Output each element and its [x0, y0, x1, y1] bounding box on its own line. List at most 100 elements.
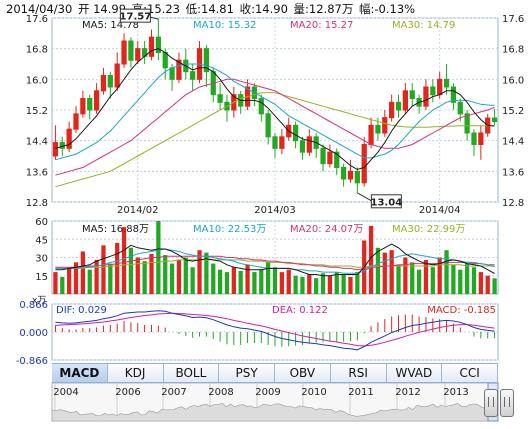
volume-bar — [272, 267, 278, 294]
tab-macd[interactable]: MACD — [52, 364, 108, 382]
tab-boll[interactable]: BOLL — [164, 364, 220, 382]
tab-rsi[interactable]: RSI — [331, 364, 387, 382]
candle-body — [203, 48, 210, 73]
candle-body — [299, 140, 306, 153]
tab-psy[interactable]: PSY — [219, 364, 275, 382]
price-tick-left: 16.8 — [26, 45, 48, 56]
volume-bar — [87, 269, 92, 294]
candle-body — [135, 48, 141, 61]
max-pointer — [150, 16, 159, 20]
candle-body — [100, 75, 107, 92]
volume-bar — [121, 227, 127, 294]
price-tick-right: 13.6 — [502, 167, 524, 178]
tab-wvad[interactable]: WVAD — [387, 364, 443, 382]
min-pointer — [357, 192, 372, 202]
volume-bar — [115, 242, 120, 294]
ma30-line — [55, 92, 495, 188]
max-label: 17.57 — [120, 12, 152, 23]
range-handle-right[interactable] — [500, 389, 514, 417]
volume-bar — [389, 250, 394, 294]
volume-bar — [300, 276, 305, 294]
price-tick-right: 12.8 — [502, 198, 524, 209]
candle-body — [279, 136, 285, 149]
ma20-line — [55, 78, 495, 176]
volume-bar — [149, 253, 154, 294]
candle-body — [471, 132, 477, 145]
candle-body — [340, 167, 347, 180]
timeline-year: 2011 — [348, 387, 373, 398]
volume-bar — [458, 269, 463, 294]
volume-bar — [101, 245, 106, 294]
volume-bar — [327, 275, 333, 294]
max-label-box — [119, 8, 151, 23]
volume-bar — [314, 278, 319, 294]
dif-line — [55, 310, 495, 351]
volume-bar — [94, 259, 99, 294]
volume-unit: x万 — [32, 296, 46, 306]
volume-bar — [286, 269, 291, 294]
candle-body — [306, 136, 312, 153]
volume-bar — [492, 278, 497, 294]
volume-bar — [478, 272, 483, 294]
volume-bar — [266, 262, 271, 294]
tab-kdj[interactable]: KDJ — [108, 364, 164, 382]
candle-body — [169, 67, 175, 80]
volume-ma-label: MA30: 22.99万 — [392, 224, 465, 235]
price-ma-label: MA30: 14.79 — [392, 20, 455, 31]
volume-bar — [464, 263, 470, 294]
price-tick-left: 13.6 — [26, 167, 48, 178]
candle-body — [155, 36, 161, 54]
candle-body — [368, 124, 374, 146]
volume-bar — [293, 275, 298, 294]
volume-bar — [348, 276, 353, 294]
tab-cci[interactable]: CCI — [442, 364, 498, 382]
volume-bar — [252, 272, 257, 294]
volume-bar — [183, 257, 188, 294]
price-tick-left: 12.8 — [26, 198, 48, 209]
volume-bar — [410, 262, 415, 294]
candle-body — [128, 40, 134, 61]
candle-body — [423, 86, 429, 107]
volume-bar — [307, 274, 312, 294]
price-tick-left: 15.2 — [26, 106, 48, 117]
volume-bar — [382, 252, 387, 294]
candle-body — [334, 151, 340, 169]
quote-open: 开 14.99 — [77, 2, 127, 16]
min-label-box — [370, 194, 402, 209]
min-label: 13.04 — [371, 197, 403, 208]
volume-bar — [135, 257, 140, 294]
timeline-year: 2010 — [301, 387, 326, 398]
tab-obv[interactable]: OBV — [275, 364, 331, 382]
candle-body — [93, 90, 100, 111]
volume-bar — [245, 264, 250, 294]
candle-body — [217, 94, 223, 103]
candle-body — [430, 86, 436, 96]
dea-label: DEA: 0.122 — [272, 305, 328, 316]
quote-date: 2014/04/30 — [6, 2, 73, 16]
volume-bar — [368, 225, 374, 294]
price-tick-right: 14.4 — [502, 137, 524, 148]
price-tick-right: 16.0 — [502, 75, 524, 86]
candle-body — [478, 132, 484, 145]
volume-bar — [259, 269, 264, 294]
volume-bar — [128, 247, 134, 294]
timeline-year: 2008 — [208, 387, 233, 398]
range-handle-left[interactable] — [484, 389, 498, 417]
timeline-year: 2009 — [255, 387, 280, 398]
date-tick: 2014/03 — [254, 205, 296, 216]
volume-bar — [176, 259, 182, 294]
volume-bar — [73, 262, 79, 294]
candle-body — [382, 117, 388, 134]
volume-bar — [204, 252, 209, 294]
candle-body — [347, 170, 354, 180]
macd-tick: -0.866 — [16, 356, 48, 367]
volume-bar — [60, 276, 65, 294]
candle-body — [190, 71, 196, 80]
timeline-year: 2007 — [161, 387, 186, 398]
macd-tick: 0.000 — [19, 328, 48, 339]
price-tick-left: 17.6 — [26, 14, 48, 25]
candle-body — [162, 52, 168, 69]
quote-change: 幅:-0.13% — [359, 2, 416, 16]
candle-body — [121, 40, 127, 65]
